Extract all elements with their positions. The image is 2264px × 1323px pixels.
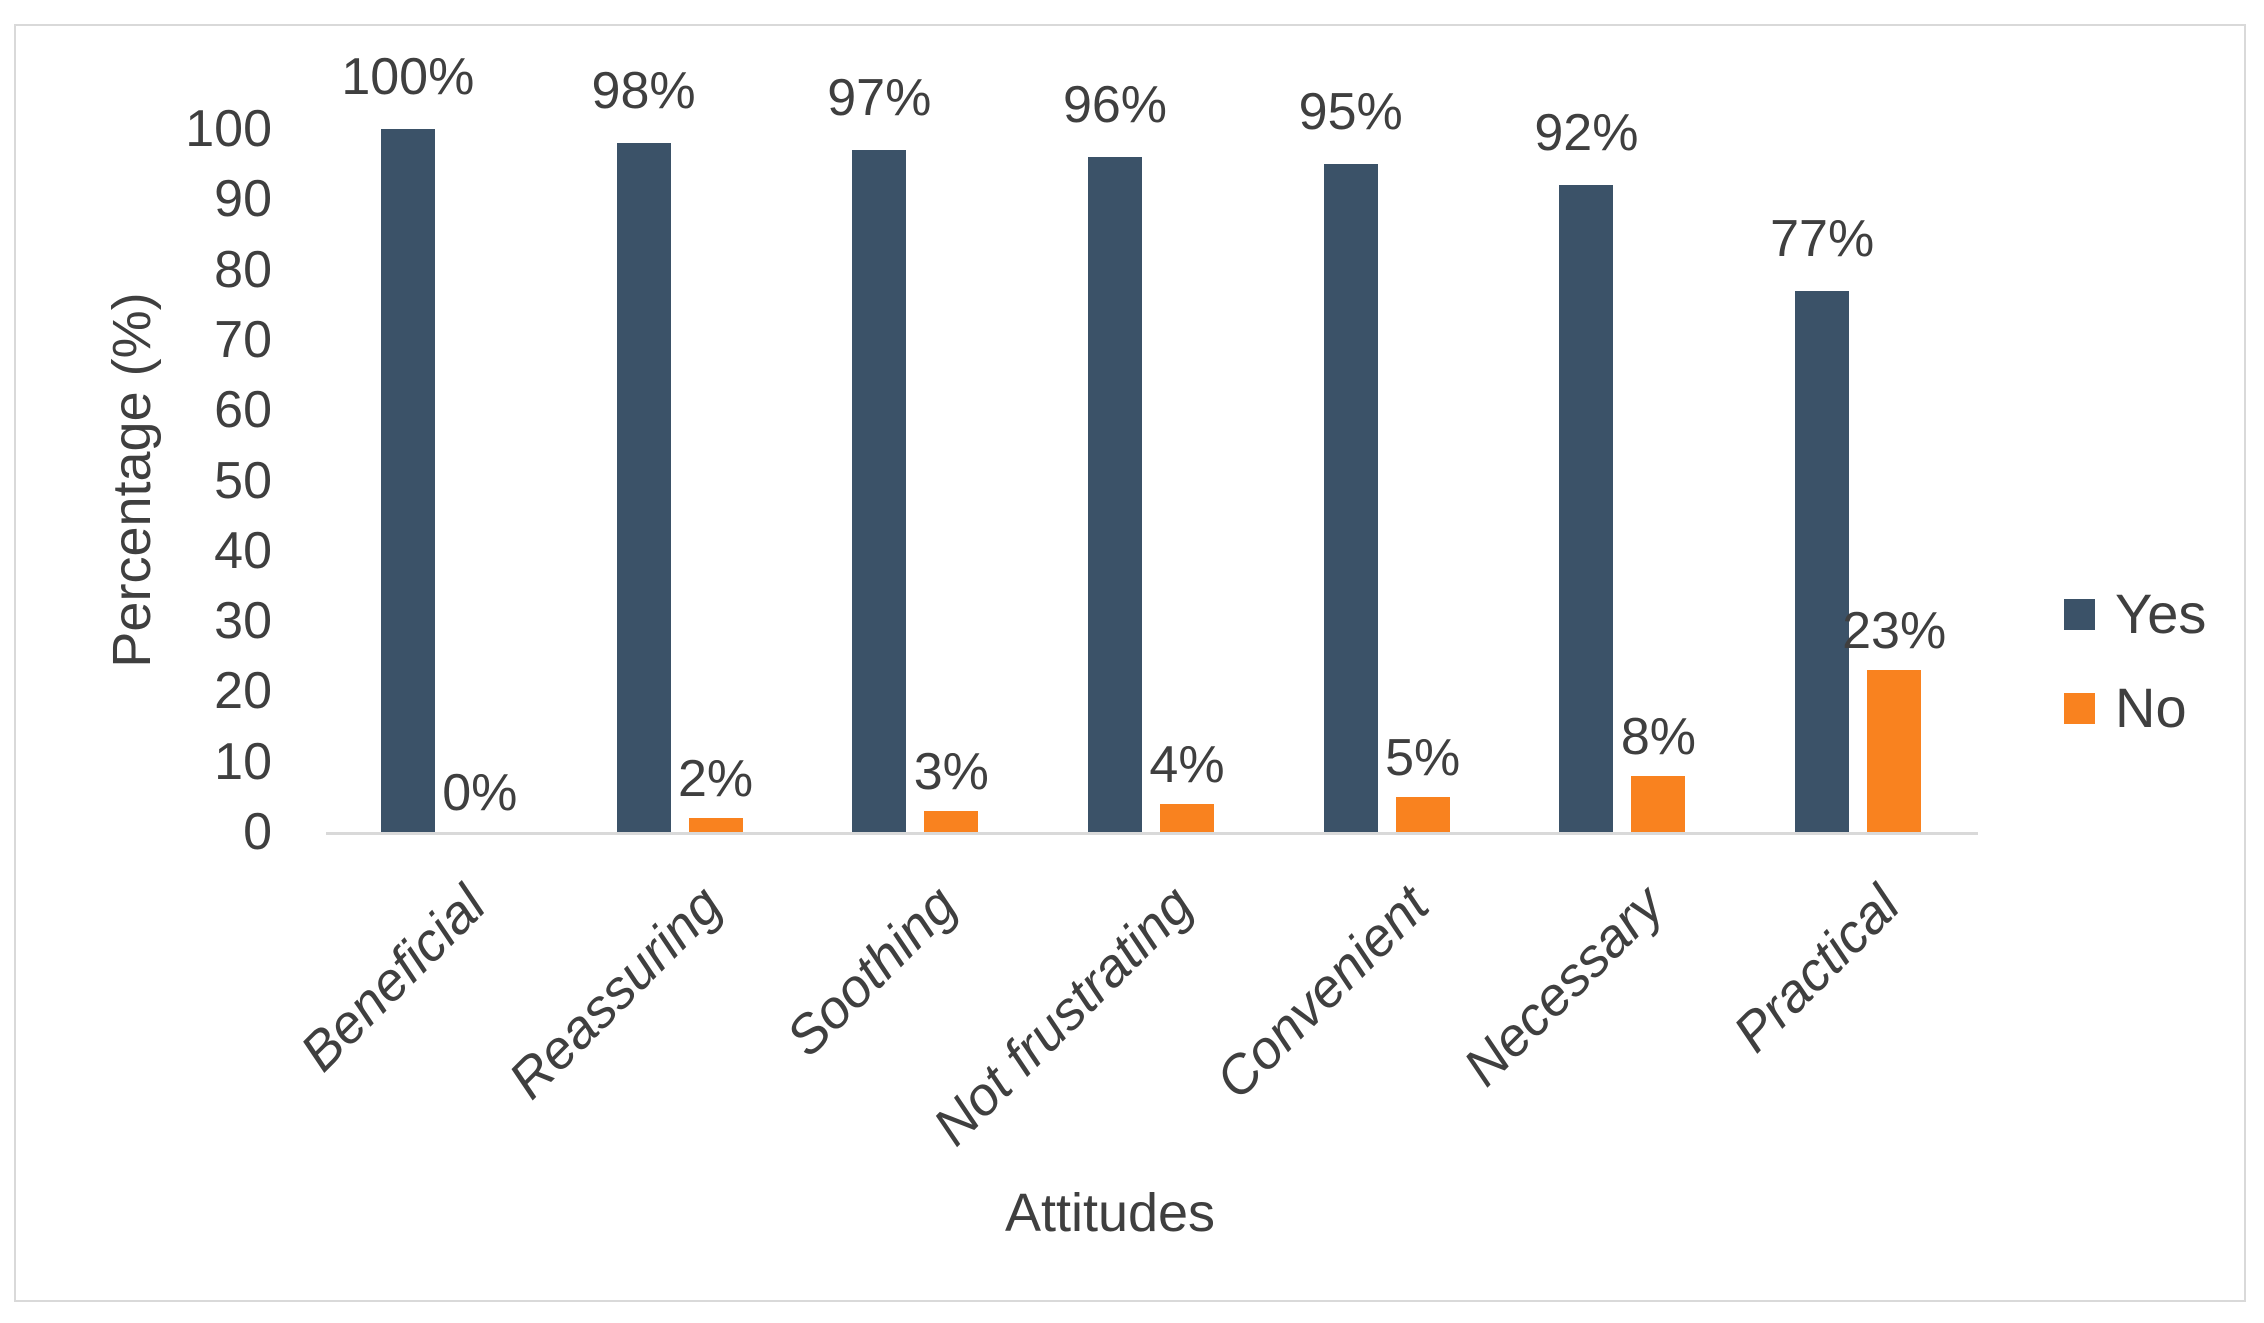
legend: Yes No xyxy=(2064,585,2206,737)
y-axis-tick-label: 100 xyxy=(185,100,272,158)
y-axis-tick-label: 60 xyxy=(214,381,272,440)
legend-swatch-yes-icon xyxy=(2064,598,2095,630)
data-label-no-beneficial: 0% xyxy=(442,764,518,822)
y-axis-tick-label: 90 xyxy=(214,170,272,229)
y-axis-title: Percentage (%) xyxy=(102,292,162,668)
bar-no-soothing xyxy=(924,811,978,832)
data-label-no-soothing: 3% xyxy=(913,743,989,801)
data-label-no-not-frustrating: 4% xyxy=(1149,736,1225,794)
y-axis-tick-label: 10 xyxy=(214,732,272,791)
y-axis-tick-label: 80 xyxy=(214,240,272,299)
data-label-no-convenient: 5% xyxy=(1385,729,1461,787)
data-label-yes-beneficial: 100% xyxy=(341,48,475,106)
legend-label-yes: Yes xyxy=(2115,582,2207,645)
bar-no-convenient xyxy=(1396,797,1450,832)
data-label-no-reassuring: 2% xyxy=(677,750,754,808)
y-axis-tick-label: 40 xyxy=(214,521,272,580)
x-axis-line xyxy=(326,832,1978,835)
data-label-yes-necessary: 92% xyxy=(1534,104,1639,162)
data-label-no-practical: 23% xyxy=(1842,602,1947,660)
y-axis-tick-label: 30 xyxy=(214,592,272,651)
y-axis-tick-label: 50 xyxy=(214,451,272,510)
bar-no-necessary xyxy=(1631,776,1685,832)
data-label-yes-soothing: 97% xyxy=(827,69,932,127)
y-axis-tick-label: 0 xyxy=(243,803,272,861)
bar-yes-reassuring xyxy=(617,143,671,832)
bar-no-practical xyxy=(1867,670,1921,832)
bar-yes-soothing xyxy=(852,150,906,832)
data-label-no-necessary: 8% xyxy=(1620,708,1696,766)
bar-yes-convenient xyxy=(1324,164,1378,832)
data-label-yes-convenient: 95% xyxy=(1298,83,1403,141)
data-label-yes-not-frustrating: 96% xyxy=(1062,76,1168,134)
data-label-yes-practical: 77% xyxy=(1770,210,1875,268)
y-axis-tick-label: 20 xyxy=(214,662,272,721)
legend-item-no: No xyxy=(2064,679,2206,737)
legend-swatch-no-icon xyxy=(2064,692,2095,724)
bar-no-not-frustrating xyxy=(1160,804,1214,832)
bar-yes-beneficial xyxy=(381,129,435,832)
legend-label-no: No xyxy=(2115,676,2187,739)
bar-yes-practical xyxy=(1795,291,1849,832)
bar-yes-not-frustrating xyxy=(1088,157,1142,832)
bar-yes-necessary xyxy=(1559,185,1613,832)
bar-no-reassuring xyxy=(689,818,743,832)
x-axis-title: Attitudes xyxy=(1004,1183,1216,1243)
data-label-yes-reassuring: 98% xyxy=(591,62,696,120)
y-axis-tick-label: 70 xyxy=(214,310,272,369)
legend-item-yes: Yes xyxy=(2064,585,2206,643)
